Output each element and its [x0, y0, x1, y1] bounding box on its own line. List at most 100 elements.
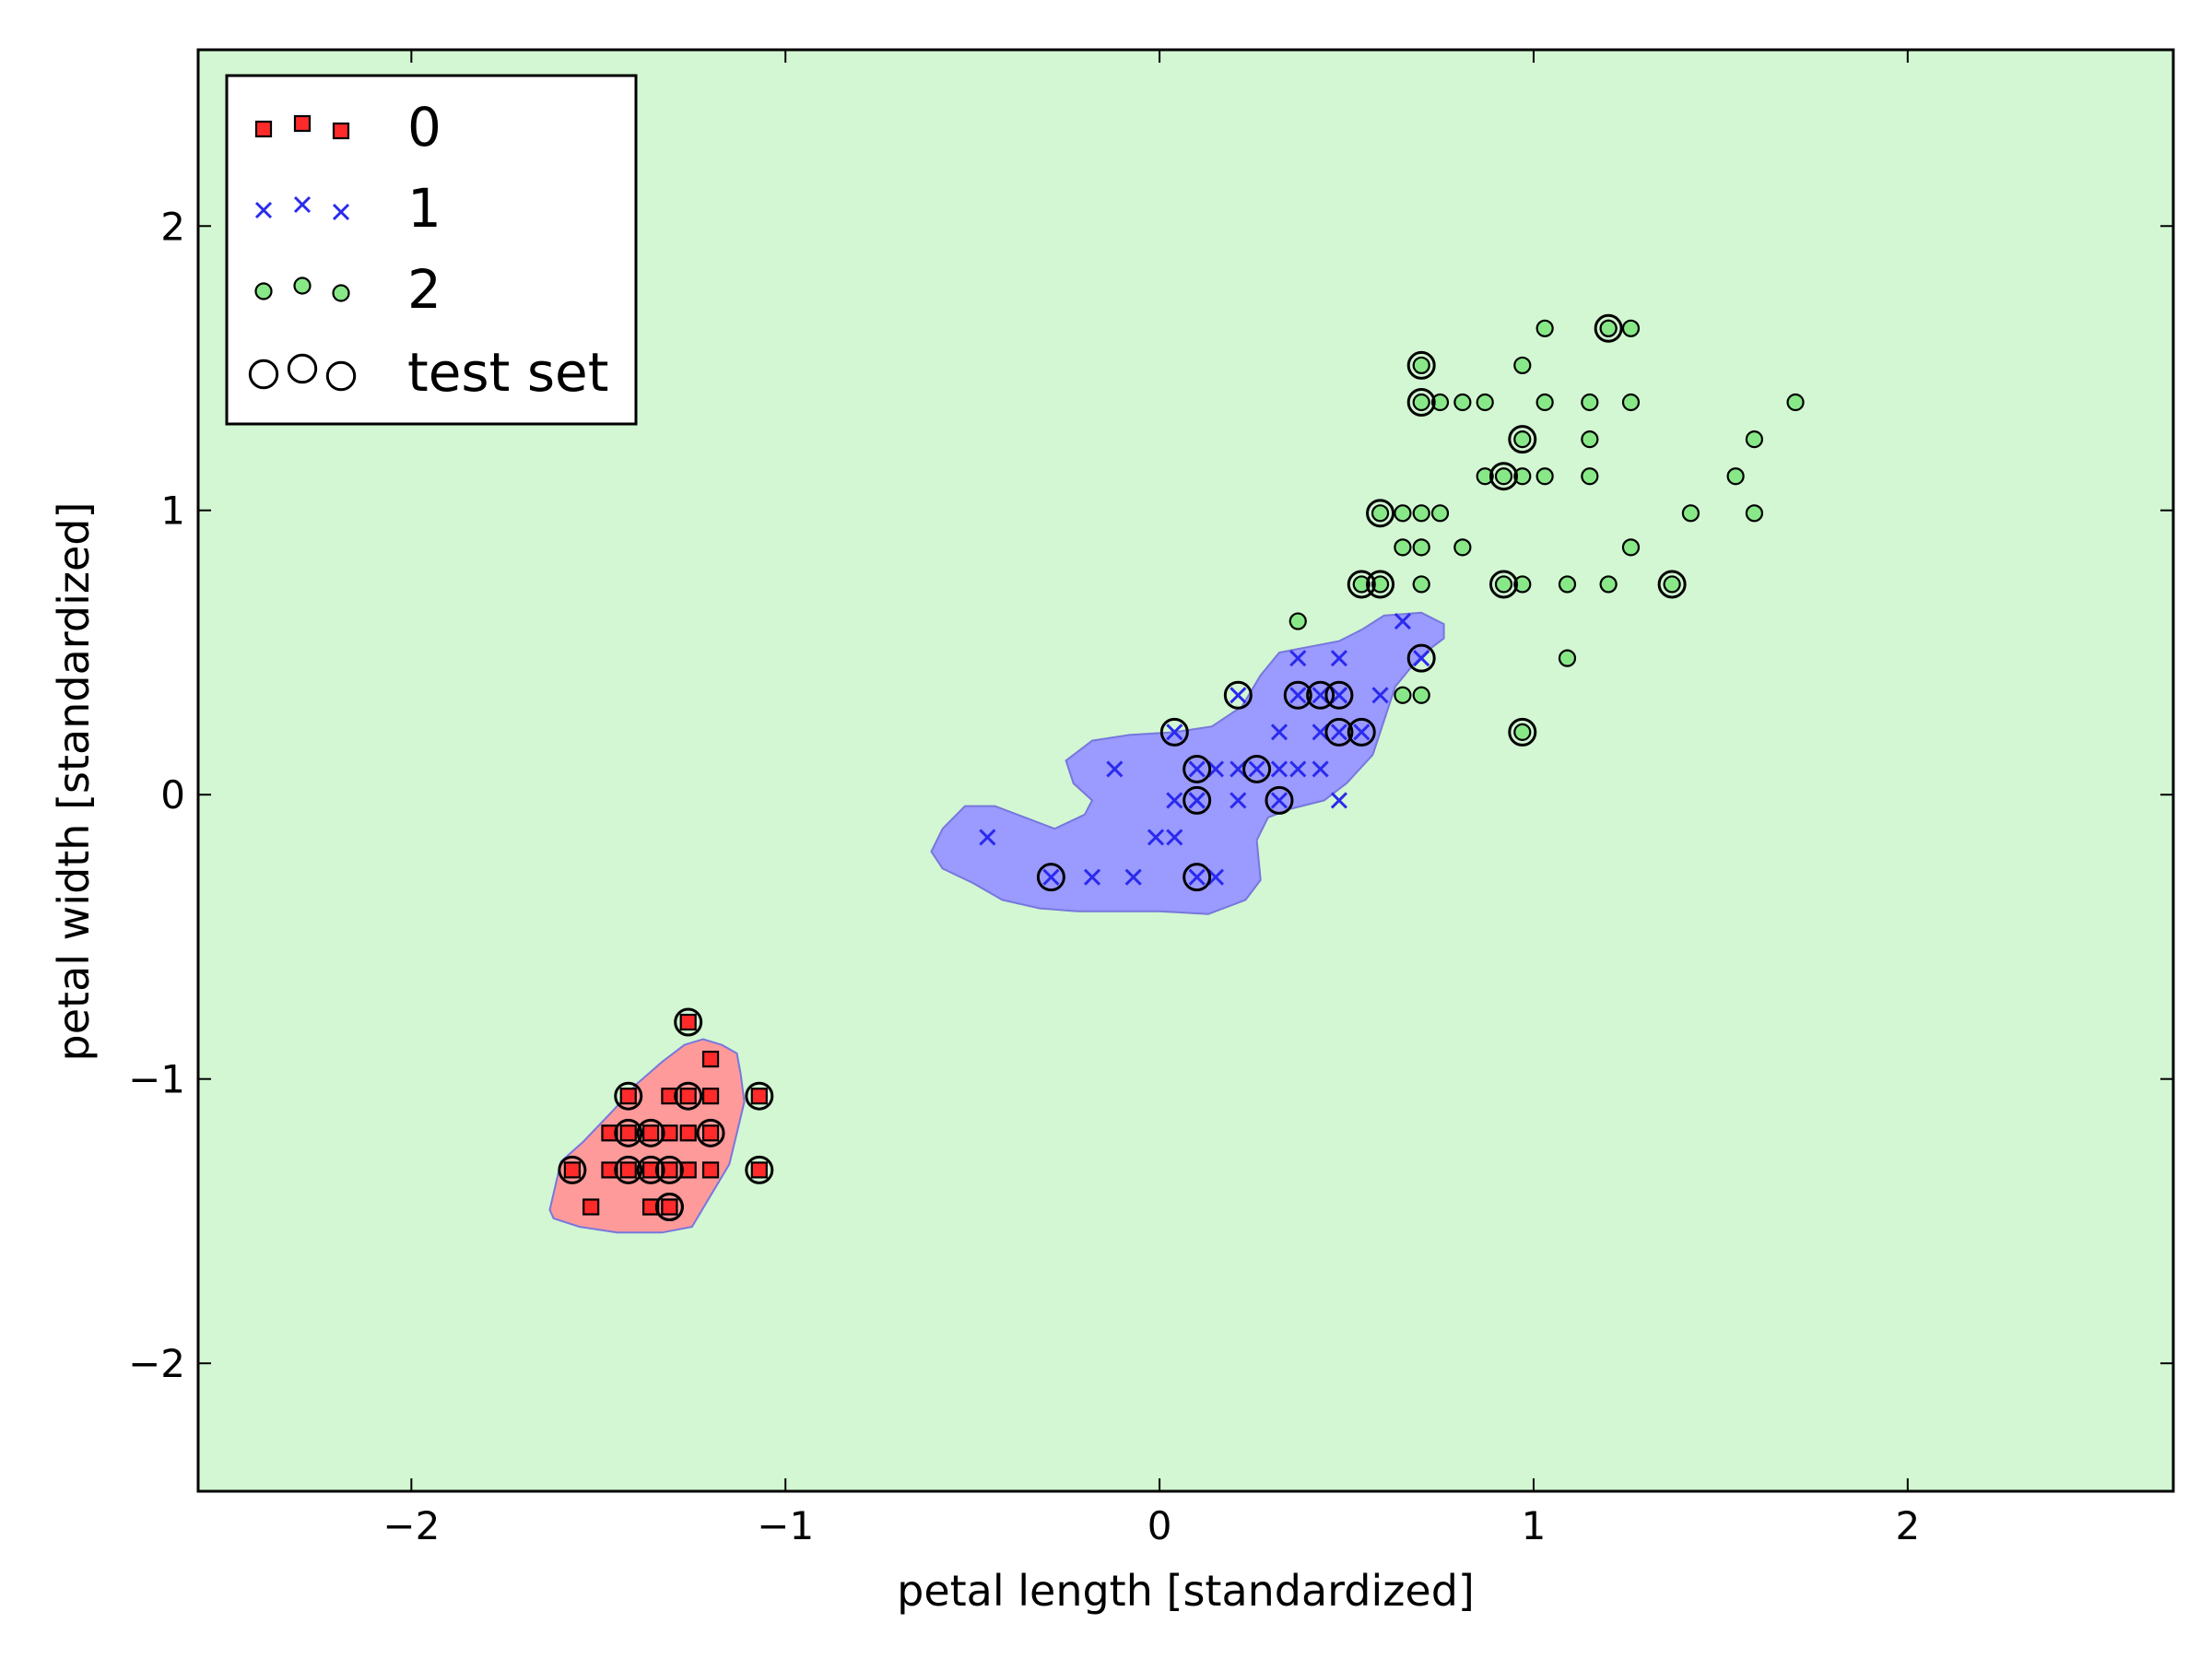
class-1-point: [1312, 724, 1329, 741]
class-2-point: [1476, 393, 1494, 412]
class-2-point: [1681, 504, 1700, 523]
class-0-point: [679, 1088, 697, 1105]
test-point: [1036, 863, 1065, 892]
legend-marker: [325, 360, 357, 392]
class-0-point: [619, 1161, 637, 1179]
class-0-point: [701, 1088, 720, 1105]
class-2-point: [1513, 356, 1532, 375]
class-2-point: [1513, 467, 1532, 486]
class-1-point: [1289, 760, 1307, 778]
class-0-point: [601, 1124, 618, 1142]
y-tick-label: 1: [160, 488, 185, 534]
class-1-point: [1270, 792, 1288, 809]
test-point: [1182, 785, 1212, 815]
class-0-point: [701, 1124, 720, 1142]
series-0: [563, 1013, 768, 1216]
class-2-point: [1430, 504, 1450, 523]
y-tick-label: −1: [128, 1057, 185, 1102]
x-tick-label: 1: [1522, 1503, 1547, 1548]
y-tick-label: 2: [160, 204, 185, 249]
class-1-point: [1413, 650, 1430, 667]
x-tick-label: −2: [382, 1503, 440, 1548]
series-2: [1288, 319, 1805, 741]
class-1-point: [1289, 650, 1307, 667]
class-2-point: [1412, 575, 1430, 594]
class-1-point: [1188, 868, 1206, 886]
class-2-point: [1581, 467, 1599, 486]
legend-marker: [248, 359, 279, 390]
test-point: [1406, 350, 1436, 380]
test-point: [1265, 785, 1294, 815]
class-2-point: [1412, 686, 1430, 704]
class-0-point: [582, 1198, 600, 1216]
test-point: [614, 1081, 643, 1111]
test-point: [696, 1118, 725, 1147]
class-2-point: [1352, 575, 1371, 594]
class-1-point: [1206, 868, 1225, 886]
test-point: [1488, 462, 1518, 491]
class-0-point: [701, 1051, 720, 1068]
class-1-point: [1166, 829, 1183, 846]
test-point: [1366, 570, 1395, 599]
class-2-point: [1394, 504, 1412, 523]
test-point: [745, 1081, 774, 1111]
x-axis-label: petal length [standardized]: [897, 1566, 1475, 1616]
class-2-point: [1371, 504, 1390, 523]
class-2-point: [1535, 319, 1554, 337]
test-point: [1508, 717, 1537, 747]
test-point: [1306, 680, 1335, 710]
y-axis-label: petal width [standardized]: [49, 502, 99, 1062]
legend-marker: [293, 276, 312, 295]
legend-marker: [293, 114, 312, 133]
class-1-point: [1353, 724, 1371, 741]
class-1-point: [1289, 687, 1307, 704]
test-point: [1324, 680, 1354, 710]
class-1-point: [1248, 760, 1265, 778]
legend-entry-test-set: test set: [248, 341, 608, 404]
legend-box: [225, 74, 638, 426]
class-0-point: [679, 1124, 697, 1142]
axis-ticks: −2 −1 0 1 2 −2 −1 0 1 2: [128, 50, 2173, 1548]
legend-marker: [287, 353, 318, 384]
class-0-point: [750, 1161, 768, 1179]
class-1-point: [1188, 792, 1206, 809]
test-point: [636, 1118, 665, 1147]
class-2-point: [1558, 575, 1577, 594]
test-point: [654, 1193, 684, 1222]
class-2-point: [1745, 504, 1764, 523]
class-2-point: [1621, 393, 1641, 412]
class-2-point: [1371, 575, 1390, 594]
decision-region-class-1: [930, 611, 1445, 915]
class-2-point: [1288, 612, 1307, 630]
class-1-point: [1330, 792, 1347, 809]
test-point: [745, 1155, 774, 1184]
class-2-point: [1621, 538, 1641, 557]
class-0-point: [642, 1161, 660, 1179]
class-2-point: [1430, 393, 1450, 412]
legend-marker: [332, 284, 350, 302]
x-tick-label: −1: [757, 1503, 814, 1548]
class-2-point: [1599, 575, 1618, 594]
class-2-point: [1412, 538, 1430, 557]
class-2-point: [1726, 467, 1745, 486]
test-point: [1366, 499, 1395, 528]
class-1-point: [1270, 760, 1288, 778]
test-point: [614, 1118, 643, 1147]
x-tick-label: 2: [1895, 1503, 1920, 1548]
class-2-point: [1513, 575, 1532, 594]
test-point: [1406, 643, 1436, 673]
legend-label: 2: [407, 258, 441, 321]
class-1-point: [1270, 724, 1288, 741]
test-point: [1159, 717, 1189, 747]
class-2-point: [1745, 430, 1764, 449]
class-0-point: [619, 1124, 637, 1142]
class-0-point: [563, 1161, 581, 1179]
class-2-point: [1412, 356, 1430, 375]
class-2-point: [1394, 538, 1412, 557]
legend-entry-1: 1: [254, 177, 441, 240]
test-point: [1283, 680, 1312, 710]
class-0-point: [750, 1088, 768, 1105]
class-0-point: [679, 1013, 697, 1031]
test-point: [1347, 717, 1376, 747]
